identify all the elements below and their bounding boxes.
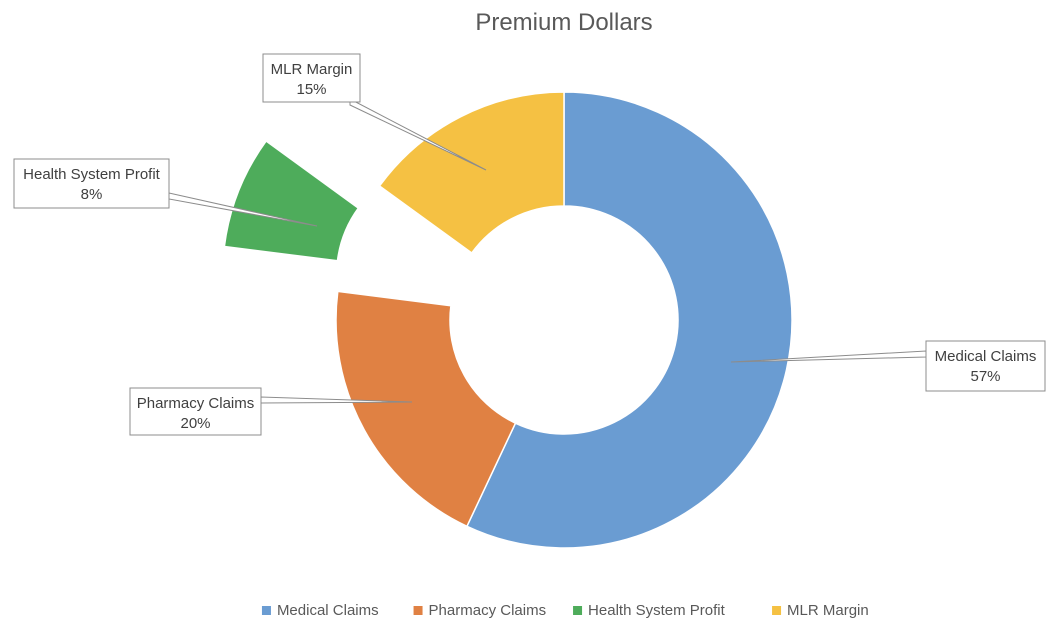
legend-label: Pharmacy Claims [429,602,547,619]
slices-layer [223,91,793,549]
data-label-mlr-margin: MLR Margin 15% [262,53,487,171]
legend-swatch [261,606,271,615]
data-label-value: 15% [296,81,326,98]
data-label-value: 57% [970,368,1000,385]
slice-health-system-profit [223,140,360,262]
slice-mlr-margin [378,91,565,255]
legend-label: MLR Margin [787,602,869,619]
legend-swatch [413,606,423,615]
data-label-category: Pharmacy Claims [137,395,255,412]
slice-pharmacy-claims [335,290,517,528]
legend-label: Health System Profit [588,602,726,619]
data-label-pharmacy-claims: Pharmacy Claims 20% [129,387,413,436]
legend-label: Medical Claims [277,602,379,619]
legend-item-medical-claims: Medical Claims [261,602,379,619]
legend-item-pharmacy-claims: Pharmacy Claims [413,602,547,619]
chart-title: Premium Dollars [475,9,652,36]
data-label-value: 20% [180,415,210,432]
data-label-health-system-profit: Health System Profit 8% [13,158,318,227]
data-label-value: 8% [81,186,103,203]
data-label-category: Health System Profit [23,166,161,183]
slice-medical-claims [465,91,793,549]
data-label-medical-claims: Medical Claims 57% [730,340,1046,392]
data-label-category: MLR Margin [271,61,353,78]
data-labels-layer: Medical Claims 57% Pharmacy Claims 20% Healt… [13,53,1046,436]
legend-swatch [772,606,782,615]
data-label-box [129,387,262,436]
data-label-category: Medical Claims [935,348,1037,365]
data-label-box [262,53,361,103]
legend: Medical Claims Pharmacy Claims Health Syst… [261,602,869,619]
data-label-box [925,340,1046,392]
data-label-box [13,158,170,209]
legend-item-mlr-margin: MLR Margin [772,602,869,619]
legend-swatch [573,606,583,615]
legend-item-health-system-profit: Health System Profit [573,602,726,619]
